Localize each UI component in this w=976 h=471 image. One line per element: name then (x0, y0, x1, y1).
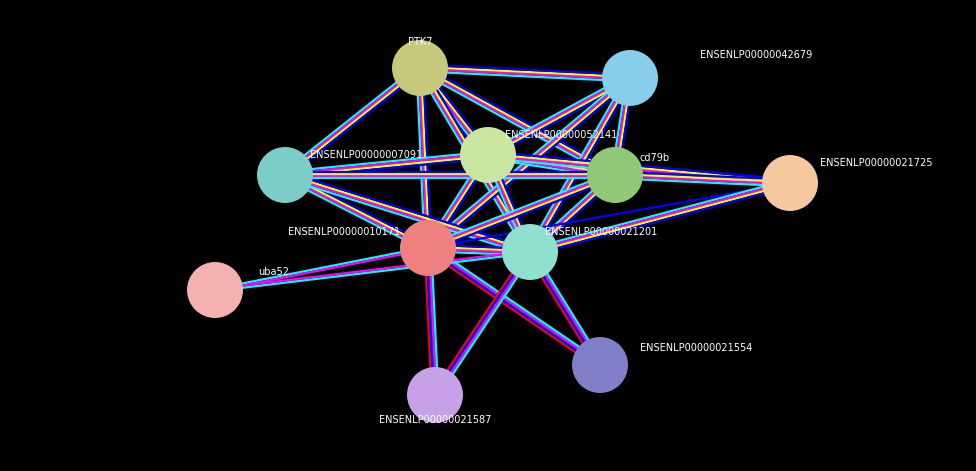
Text: ENSENLP00000007091: ENSENLP00000007091 (310, 150, 423, 160)
Circle shape (762, 155, 818, 211)
Circle shape (392, 40, 448, 96)
Circle shape (460, 127, 516, 183)
Circle shape (602, 50, 658, 106)
Text: ENSENLP00000010171: ENSENLP00000010171 (288, 227, 400, 237)
Text: ENSENLP00000042679: ENSENLP00000042679 (700, 50, 812, 60)
Text: ENSENLP00000052141: ENSENLP00000052141 (505, 130, 617, 140)
Text: uba52: uba52 (258, 267, 289, 277)
Text: ENSENLP00000021587: ENSENLP00000021587 (379, 415, 491, 425)
Text: cd79b: cd79b (640, 153, 671, 163)
Circle shape (502, 224, 558, 280)
Text: PTK7: PTK7 (408, 37, 432, 47)
Circle shape (187, 262, 243, 318)
Circle shape (572, 337, 628, 393)
Text: ENSENLP00000021554: ENSENLP00000021554 (640, 343, 752, 353)
Text: ENSENLP00000021725: ENSENLP00000021725 (820, 158, 932, 168)
Circle shape (587, 147, 643, 203)
Circle shape (257, 147, 313, 203)
Circle shape (400, 220, 456, 276)
Circle shape (407, 367, 463, 423)
Text: ENSENLP00000021201: ENSENLP00000021201 (545, 227, 657, 237)
